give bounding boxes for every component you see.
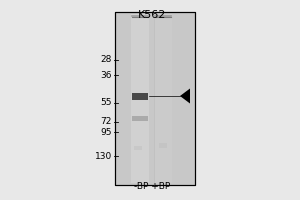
Bar: [159, 142, 167, 148]
Text: -BP +BP: -BP +BP: [134, 182, 170, 191]
Text: 28: 28: [100, 55, 112, 64]
Bar: [132, 92, 148, 99]
Polygon shape: [180, 88, 190, 104]
Bar: [115, 12, 195, 185]
Text: K562: K562: [138, 10, 166, 20]
Bar: [131, 14, 149, 183]
Bar: [154, 14, 172, 183]
Bar: [132, 116, 148, 120]
Text: 95: 95: [100, 128, 112, 137]
Text: 72: 72: [100, 117, 112, 126]
Bar: [134, 146, 142, 150]
Bar: [115, 12, 195, 185]
Text: 55: 55: [100, 98, 112, 107]
Text: 36: 36: [100, 71, 112, 80]
Text: 130: 130: [95, 152, 112, 161]
